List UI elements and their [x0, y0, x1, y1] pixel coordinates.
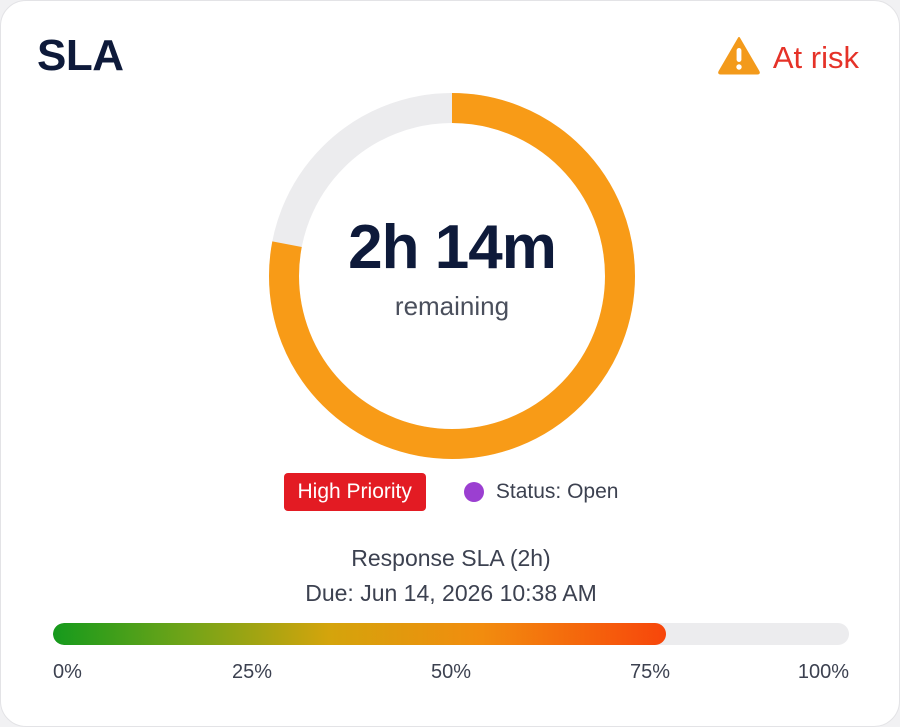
sla-due-date: Due: Jun 14, 2026 10:38 AM [305, 580, 597, 606]
time-remaining-label: remaining [394, 290, 510, 321]
sla-info: Response SLA (2h) Due: Jun 14, 2026 10:3… [1, 541, 900, 611]
progress-tick-label: 50% [430, 661, 472, 683]
status-label: Status: Open [495, 480, 619, 503]
progress-tick-label: 75% [629, 661, 671, 683]
progress-tick-label: 100% [797, 661, 849, 683]
risk-indicator: At risk [717, 35, 859, 80]
status-dot-icon [463, 482, 484, 502]
badge-row: High Priority Status: Open [1, 473, 900, 511]
sla-timer-ring: 2h 14m remaining [267, 91, 637, 461]
ring-center: 2h 14m remaining [267, 91, 637, 461]
card-title: SLA [37, 31, 124, 80]
progress-tick-label: 25% [231, 661, 273, 683]
priority-badge: High Priority [283, 473, 426, 511]
time-remaining-value: 2h 14m [348, 212, 557, 282]
status-indicator: Status: Open [463, 480, 619, 504]
ring-progress-arc [269, 93, 635, 459]
progress-bar-fill [53, 623, 666, 645]
progress-bar-track [53, 623, 849, 645]
risk-label: At risk [772, 39, 859, 75]
progress-scale: 0% 25% 50% 75% 100% [53, 661, 849, 687]
warning-triangle-icon [717, 35, 761, 80]
progress-tick-label: 0% [53, 661, 82, 683]
sla-name: Response SLA (2h) [351, 545, 551, 571]
